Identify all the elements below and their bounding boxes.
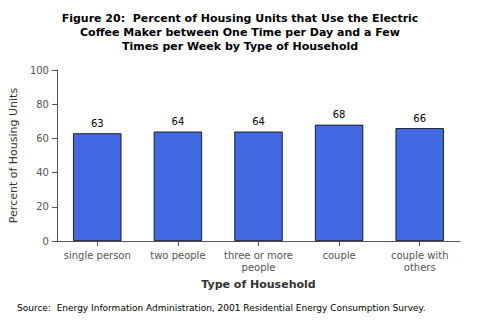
svg-text:68: 68 [333, 109, 346, 120]
svg-text:others: others [404, 262, 436, 273]
svg-text:63: 63 [91, 118, 104, 129]
svg-text:couple with: couple with [391, 250, 449, 261]
svg-text:0: 0 [43, 236, 49, 247]
svg-text:single person: single person [64, 250, 131, 261]
svg-text:three or more: three or more [224, 250, 293, 261]
svg-text:Figure 20: Percent of Housing: Figure 20: Percent of Housing Units that… [62, 12, 419, 25]
svg-text:people: people [242, 262, 276, 273]
svg-text:two people: two people [150, 250, 205, 261]
svg-text:100: 100 [30, 65, 49, 76]
svg-text:Source: Energy Information Ad: Source: Energy Information Administratio… [17, 303, 426, 313]
svg-text:60: 60 [36, 133, 49, 144]
svg-text:66: 66 [413, 113, 426, 124]
svg-text:64: 64 [252, 116, 265, 127]
svg-text:Type of Household: Type of Household [201, 278, 315, 291]
svg-text:Coffee Maker between One Time: Coffee Maker between One Time per Day an… [80, 26, 400, 39]
svg-text:Percent of Housing Units: Percent of Housing Units [7, 88, 20, 224]
svg-text:40: 40 [36, 167, 49, 178]
svg-text:64: 64 [172, 116, 185, 127]
svg-text:Times per Week by Type of Hous: Times per Week by Type of Household [122, 40, 358, 53]
svg-text:couple: couple [322, 250, 355, 261]
svg-text:20: 20 [36, 201, 49, 212]
svg-text:80: 80 [36, 99, 49, 110]
